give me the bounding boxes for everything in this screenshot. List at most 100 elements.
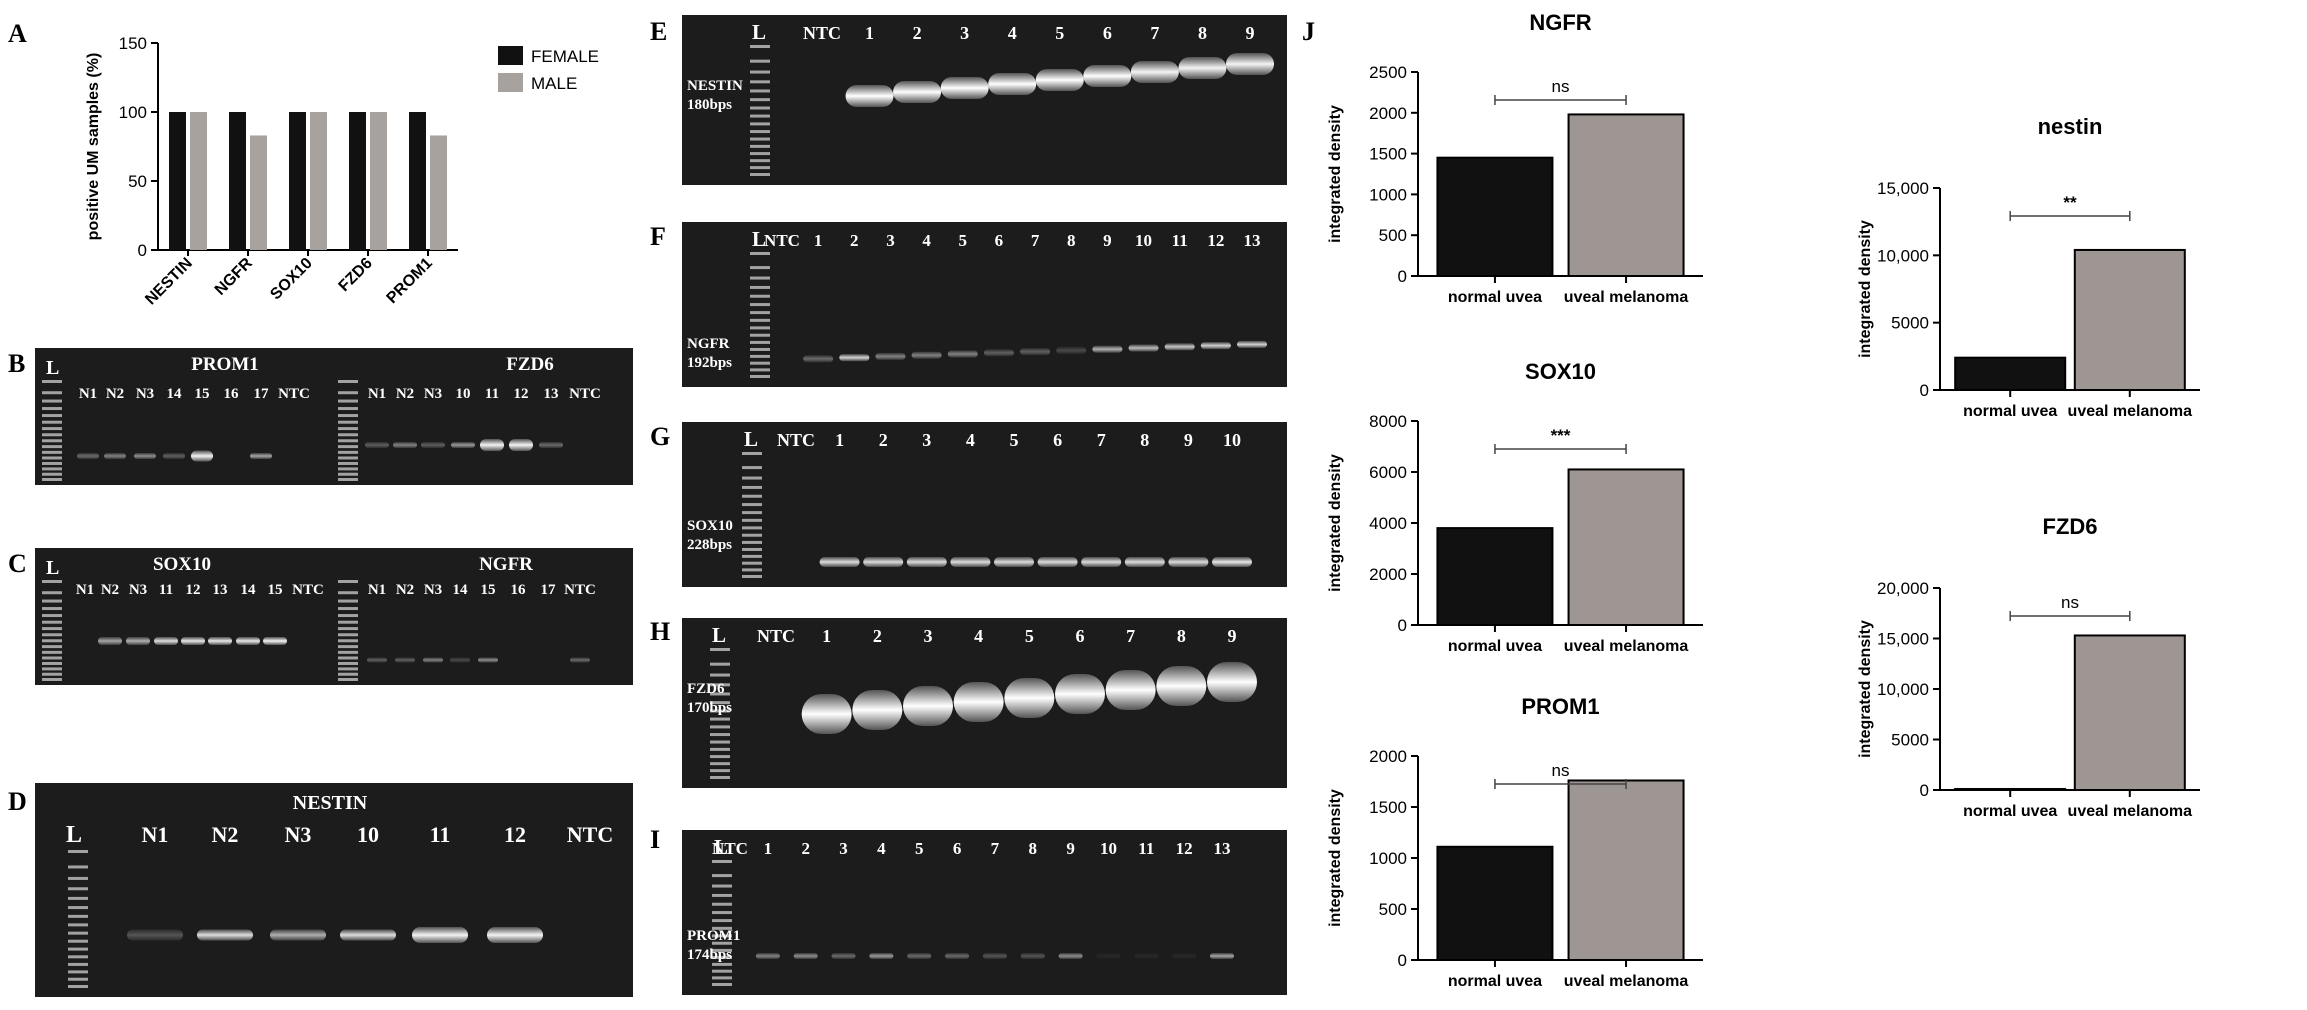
gel-d-lane-label: NTC [567, 822, 613, 847]
legend-label-female: FEMALE [531, 47, 599, 66]
gel-b-right-lane-label: N1 [368, 386, 386, 402]
gel-d-ladder-band [68, 962, 88, 966]
gel-b-right-band [365, 442, 389, 448]
bar-uveal-melanoma [1567, 113, 1685, 277]
gel-f-ladder-band [750, 294, 770, 298]
gel-e-ladder-band [750, 137, 770, 141]
gel-d-lane-label: N3 [285, 822, 312, 847]
legend-swatch-female [498, 46, 523, 65]
gel-h-ladder-label: L [712, 623, 726, 647]
gel-i-lane-label: 8 [1029, 839, 1038, 858]
gel-g-ladder-band [742, 485, 762, 489]
gel-b-left-ladder-band [42, 427, 62, 431]
gel-c-left-ladder-band [42, 650, 62, 654]
gel-f-ladder-band [750, 340, 770, 344]
gel-d-ladder-band [68, 947, 88, 951]
gel-c-left-lane-label: 14 [241, 582, 257, 598]
gel-c-left-lane-label: N1 [76, 582, 94, 598]
panel-label-e: E [650, 17, 667, 46]
gel-f-ladder-band [750, 354, 770, 358]
gel-g-lane-label: NTC [777, 430, 815, 450]
gel-f-band [1128, 344, 1159, 352]
gel-e-ladder-band [750, 89, 770, 93]
gel-b-right-lane-label: NTC [569, 386, 601, 402]
chart-title: SOX10 [1525, 359, 1596, 384]
gel-d-band [412, 927, 468, 943]
gel-h-band [852, 690, 903, 730]
gel-b-left-lane-label: N1 [79, 386, 97, 402]
x-tick-label: normal uvea [1448, 289, 1542, 306]
gel-c-right-ladder-band [338, 650, 358, 654]
significance-label: *** [1551, 426, 1571, 445]
gel-d-ladder-band [68, 977, 88, 981]
gel-e-ladder-band [750, 98, 770, 102]
panel-label-g: G [650, 422, 670, 451]
x-tick-label: normal uvea [1448, 638, 1542, 655]
gel-d-ladder-band [68, 896, 88, 900]
y-tick-label: 1500 [1369, 145, 1407, 164]
bar-normal-uvea [1436, 845, 1554, 962]
bar-normal-uvea [1954, 787, 2067, 791]
gel-b-left-ladder-band [42, 391, 62, 395]
gel-d-ladder-band [68, 914, 88, 918]
gel-h-ladder-band [710, 762, 730, 766]
gel-c-right-lane-label: 16 [511, 582, 527, 598]
gel-f-band [983, 349, 1014, 357]
gel-d-ladder-band [68, 923, 88, 927]
gel-b-left-ladder-band [42, 439, 62, 443]
gel-i-lane-label: 6 [953, 839, 962, 858]
panel-label-d: D [8, 787, 27, 816]
x-tick-label: uveal melanoma [1564, 289, 1689, 306]
gel-g-lane-label: 1 [835, 430, 844, 450]
gel-b-background [35, 348, 633, 485]
gel-h-lane-label: 2 [873, 626, 882, 646]
gel-h-marker-label: FZD6 [687, 681, 725, 697]
y-tick-label: 2000 [1369, 104, 1407, 123]
gel-c-right-lane-label: 15 [481, 582, 496, 598]
panel-label-h: H [650, 617, 670, 646]
gel-f-ladder-band [750, 326, 770, 330]
gel-i-ladder-band [712, 902, 732, 906]
gel-b: L PROM1 FZD6 N1 N2 N3 14 15 16 17 NTC N1 N2 N3 10 11 12 1… [35, 348, 633, 485]
gel-h-ladder-band [710, 662, 730, 666]
gel-i-band [1134, 953, 1159, 959]
gel-d-ladder-band [68, 931, 88, 935]
gel-i-lane-label: 3 [839, 839, 848, 858]
gel-i-lane-label: 10 [1100, 839, 1117, 858]
gel-f-size-label: 192bps [687, 355, 732, 371]
y-tick-label: 2000 [1369, 747, 1407, 766]
gel-i-band [755, 953, 780, 959]
gel-c-right-lane-label: N3 [424, 582, 442, 598]
gel-e-band [1083, 65, 1132, 87]
gel-c-background [35, 548, 633, 685]
gel-b-left-band [134, 453, 156, 459]
gel-h-ladder-band [710, 683, 730, 687]
gel-f-band [947, 350, 978, 358]
gel-f-lane-label: 9 [1103, 231, 1112, 250]
gel-c-ladder-label: L [46, 557, 59, 579]
bar-male-fzd6 [370, 112, 387, 250]
y-tick-label: 1000 [1369, 185, 1407, 204]
gel-f-ladder-band [750, 347, 770, 351]
gel-e-band [845, 85, 894, 107]
gel-c-left-lane-label: 15 [268, 582, 283, 598]
gel-f-ladder-band [750, 318, 770, 322]
gel-e-size-label: 180bps [687, 97, 732, 113]
gel-c-left-ladder-band [42, 633, 62, 637]
gel-h-lane-label: 4 [974, 626, 983, 646]
gel-e-ladder-band [750, 130, 770, 134]
gel-g-ladder-band [742, 526, 762, 530]
gel-i-ladder-band [712, 911, 732, 915]
gel-b-left-ladder-band [42, 407, 62, 411]
y-tick-label: 4000 [1369, 514, 1407, 533]
gel-f-lane-label: 10 [1135, 231, 1152, 250]
y-tick-label: 500 [1379, 226, 1407, 245]
gel-g-band [994, 557, 1034, 567]
gel-f-band [1237, 340, 1267, 348]
gel-c-left-ladder-band [42, 672, 62, 676]
gel-f-ladder-band [750, 252, 770, 255]
gel-h-ladder-band [710, 725, 730, 729]
gel-f-lane-label: 1 [814, 231, 823, 250]
bar-female-fzd6 [349, 112, 366, 250]
gel-c-right-ladder-band [338, 627, 358, 631]
